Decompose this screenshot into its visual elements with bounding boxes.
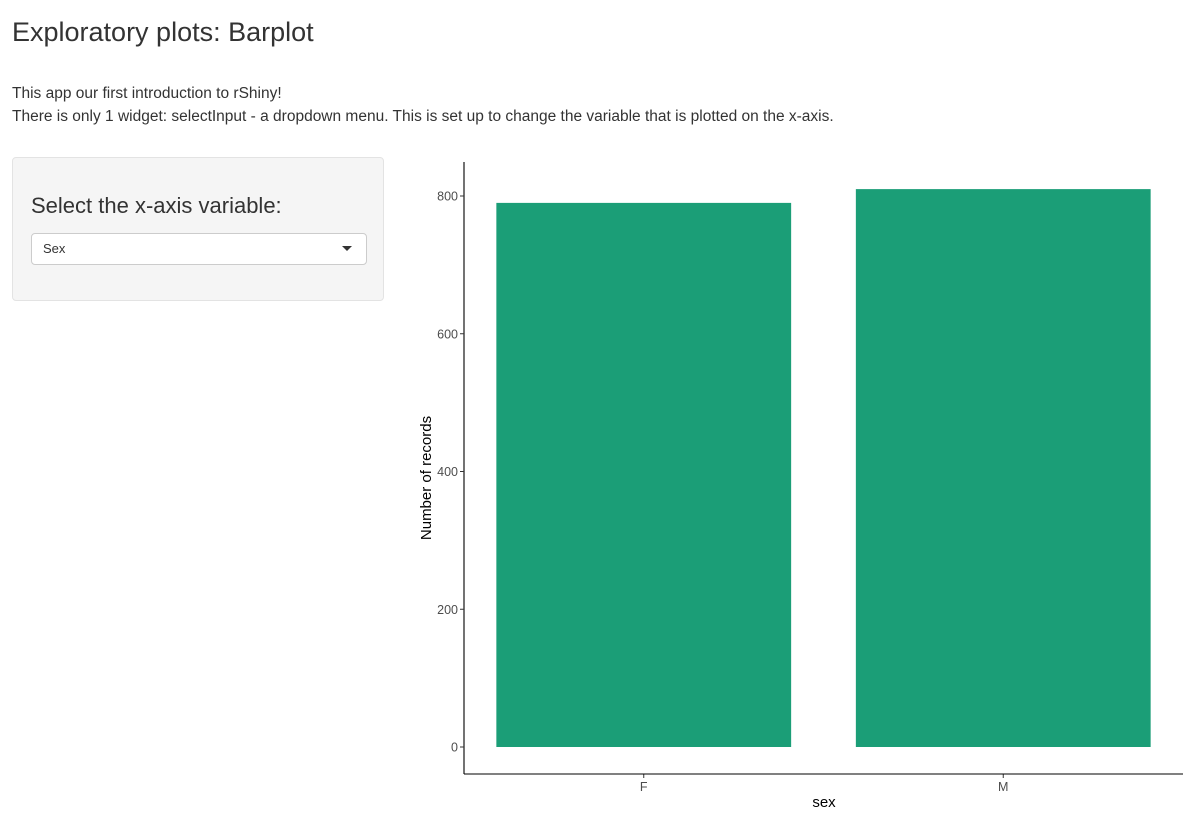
x-axis-title: sex	[812, 794, 836, 811]
x-tick-label: M	[998, 780, 1008, 794]
bar-m	[855, 189, 1151, 748]
select-current-value: Sex	[43, 241, 66, 256]
y-tick-label: 800	[437, 190, 458, 204]
intro-text: This app our first introduction to rShin…	[12, 82, 834, 128]
x-tick-label: F	[640, 780, 648, 794]
barplot: F M 0 200 400 600 800 sex Number of records	[400, 150, 1190, 830]
intro-line-1: This app our first introduction to rShin…	[12, 85, 282, 102]
bar-f	[496, 202, 792, 747]
intro-line-2: There is only 1 widget: selectInput - a …	[12, 108, 834, 125]
x-axis-select-label: Select the x-axis variable:	[31, 193, 282, 218]
barplot-svg: F M 0 200 400 600 800 sex Number of records	[418, 162, 1183, 811]
x-axis-variable-select[interactable]: Sex	[31, 233, 367, 265]
y-tick-label: 200	[437, 603, 458, 617]
y-tick-label: 400	[437, 465, 458, 479]
y-axis-title: Number of records	[418, 416, 435, 540]
page-title: Exploratory plots: Barplot	[12, 17, 314, 47]
y-tick-label: 600	[437, 327, 458, 341]
caret-down-icon[interactable]	[342, 246, 352, 251]
sidebar-panel: Select the x-axis variable: Sex	[12, 157, 384, 301]
y-tick-label: 0	[451, 741, 458, 755]
